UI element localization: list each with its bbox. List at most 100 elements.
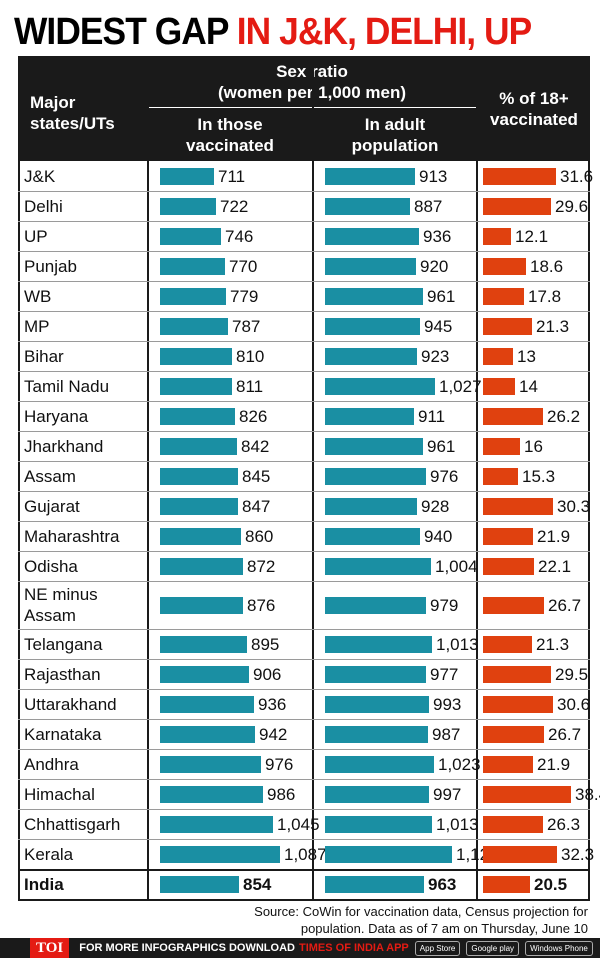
row-divider (18, 629, 590, 630)
bar-pct-label: 16 (524, 437, 543, 456)
header-vaccinated: In those vaccinated (148, 108, 312, 161)
bar-adult-label: 997 (433, 785, 462, 804)
state-label: Telangana (24, 634, 103, 654)
bar-adult (325, 558, 431, 575)
row-divider (18, 689, 590, 690)
bar-vaccinated (160, 726, 255, 743)
bar-pct-label: 26.2 (547, 407, 581, 426)
bar-vaccinated-label: 854 (243, 875, 272, 894)
bar-vaccinated-label: 845 (242, 467, 271, 486)
bar-pct (483, 168, 556, 185)
bar-vaccinated (160, 378, 232, 395)
bar-pct-label: 26.7 (548, 725, 582, 744)
bar-vaccinated-label: 826 (239, 407, 268, 426)
bar-pct-label: 15.3 (522, 467, 556, 486)
bar-pct (483, 288, 524, 305)
bar-adult-label: 923 (421, 347, 450, 366)
bar-vaccinated-label: 860 (245, 527, 274, 546)
row-divider (18, 581, 590, 582)
bar-adult (325, 258, 416, 275)
bar-adult-label: 961 (427, 437, 456, 456)
row-divider (18, 749, 590, 750)
bar-vaccinated-label: 787 (232, 317, 261, 336)
source-note: Source: CoWin for vaccination data, Cens… (168, 903, 588, 937)
row-divider (18, 521, 590, 522)
google-play-badge[interactable]: Google play (466, 940, 520, 956)
state-label: Odisha (24, 556, 78, 576)
source-line2: population. Data as of 7 am on Thursday,… (300, 921, 588, 936)
bar-vaccinated-label: 872 (247, 557, 276, 576)
toi-logo: TOI (30, 938, 70, 958)
bar-pct-label: 38.4 (575, 785, 600, 804)
bar-vaccinated-label: 876 (247, 596, 276, 615)
bar-vaccinated (160, 666, 249, 683)
bar-adult (325, 318, 420, 335)
state-label: WB (24, 286, 52, 306)
bar-adult (325, 726, 428, 743)
bar-adult (325, 666, 426, 683)
app-store-badge[interactable]: App Store (414, 940, 461, 956)
bar-pct (483, 228, 511, 245)
bar-vaccinated (160, 696, 254, 713)
bar-adult-label: 963 (428, 875, 457, 894)
footer-app-name: TIMES OF INDIA APP (298, 942, 409, 954)
state-label: Kerala (24, 844, 74, 864)
footer-text: FOR MORE INFOGRAPHICS DOWNLOAD (79, 942, 295, 954)
bar-vaccinated (160, 258, 225, 275)
bar-pct (483, 348, 513, 365)
bar-vaccinated-label: 986 (267, 785, 296, 804)
bar-vaccinated (160, 786, 263, 803)
bar-pct-label: 21.9 (537, 527, 571, 546)
row-divider (18, 281, 590, 282)
bar-pct (483, 846, 557, 863)
bar-adult-label: 928 (421, 497, 450, 516)
bar-pct-label: 18.6 (530, 257, 564, 276)
bar-pct-label: 21.3 (536, 317, 570, 336)
row-divider (18, 341, 590, 342)
divider-left (18, 56, 20, 899)
state-label: Bihar (24, 346, 64, 366)
bar-vaccinated (160, 816, 273, 833)
bar-adult-label: 1,004 (435, 557, 478, 576)
row-divider (18, 401, 590, 402)
bar-pct-label: 21.9 (537, 755, 571, 774)
bar-pct-label: 32.3 (561, 845, 595, 864)
bar-vaccinated (160, 228, 221, 245)
bar-vaccinated-label: 1,045 (277, 815, 320, 834)
header-vaccinated-line2: vaccinated (186, 136, 274, 155)
row-divider (18, 839, 590, 840)
bar-pct-label: 13 (517, 347, 536, 366)
bar-adult-label: 940 (424, 527, 453, 546)
bar-pct-label: 12.1 (515, 227, 549, 246)
bar-adult-label: 1,023 (438, 755, 481, 774)
divider-states (147, 56, 149, 899)
windows-phone-badge[interactable]: Windows Phone (525, 940, 593, 956)
bar-pct (483, 258, 526, 275)
bar-pct-label: 30.6 (557, 695, 591, 714)
bar-vaccinated-label: 811 (236, 377, 264, 396)
bar-pct (483, 498, 553, 515)
row-divider (18, 461, 590, 462)
footer-banner: TOI FOR MORE INFOGRAPHICS DOWNLOAD TIMES… (0, 938, 600, 958)
bar-adult (325, 597, 426, 614)
divider-right (588, 56, 590, 899)
row-divider (18, 251, 590, 252)
bar-pct (483, 558, 534, 575)
bar-adult-label: 987 (432, 725, 461, 744)
bar-vaccinated (160, 636, 247, 653)
state-label: Uttarakhand (24, 694, 117, 714)
header-pct-line2: vaccinated (490, 110, 578, 129)
header-sex-ratio-line2: (women per 1,000 men) (217, 83, 406, 102)
bar-pct-label: 17.8 (528, 287, 562, 306)
bar-adult (325, 786, 429, 803)
bar-adult (325, 816, 432, 833)
header-pct: % of 18+ vaccinated (478, 56, 590, 161)
bar-adult (325, 468, 426, 485)
row-divider (18, 659, 590, 660)
bar-vaccinated (160, 198, 216, 215)
bar-pct-label: 21.3 (536, 635, 570, 654)
bar-adult-label: 920 (420, 257, 449, 276)
bar-pct-label: 26.3 (547, 815, 581, 834)
bar-vaccinated-label: 711 (218, 167, 246, 186)
header-states-line1: Major (30, 93, 76, 112)
